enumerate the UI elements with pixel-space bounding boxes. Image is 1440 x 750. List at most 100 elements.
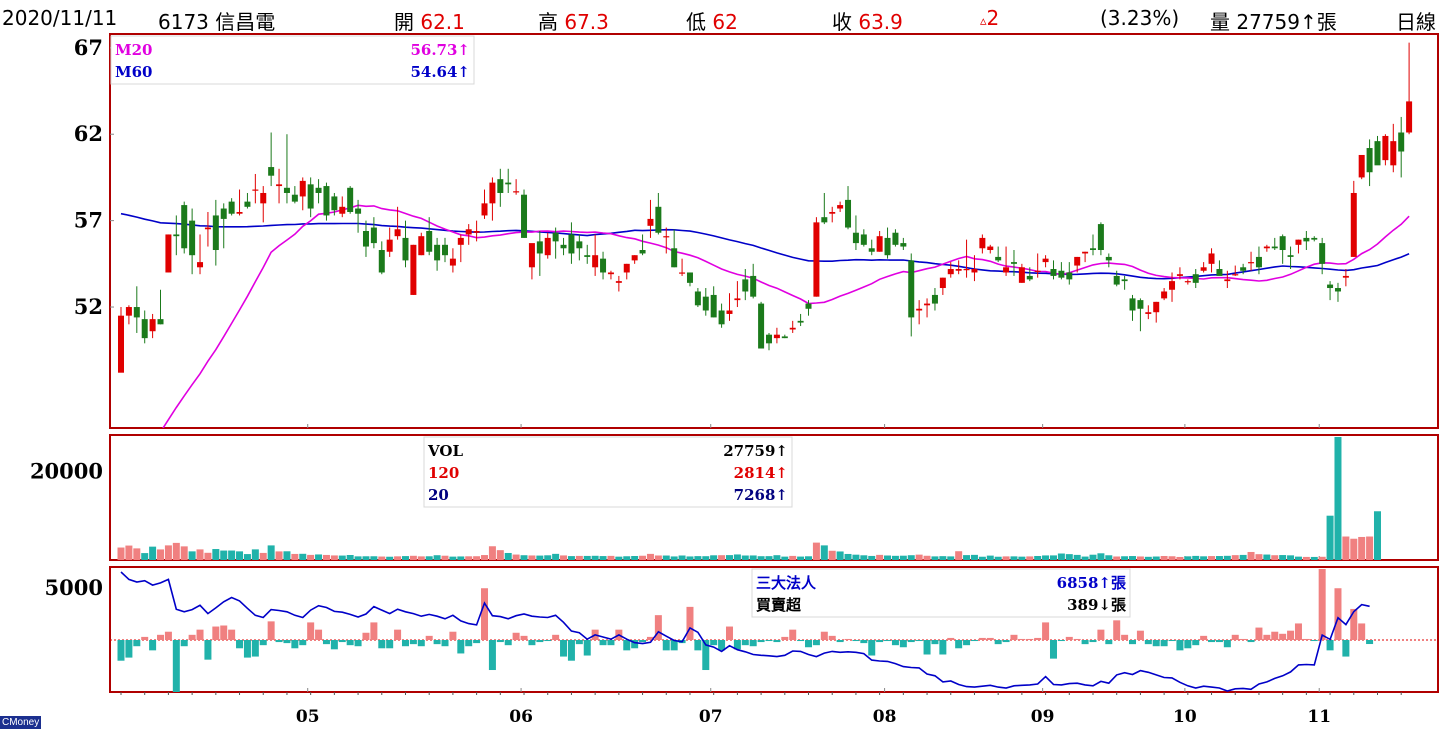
inst-bar <box>196 629 204 640</box>
volume-bar <box>812 542 820 560</box>
candle-body <box>789 327 796 330</box>
candle-body <box>1113 275 1120 285</box>
inst-bar <box>322 640 330 645</box>
volume-bar <box>1302 556 1310 560</box>
volume-bar <box>1065 554 1073 560</box>
volume-bar <box>386 556 394 560</box>
inst-bar <box>781 636 789 640</box>
volume-bar <box>481 555 489 560</box>
inst-bar <box>757 640 765 643</box>
candle-body <box>268 167 275 176</box>
inst-bar <box>836 640 844 643</box>
candle-body <box>694 291 701 306</box>
candle-body <box>1390 141 1397 166</box>
volume-bar <box>394 556 402 560</box>
candle-body <box>1003 267 1010 273</box>
volume-bar <box>425 556 433 560</box>
volume-bar <box>117 547 125 560</box>
inst-bar <box>868 640 876 656</box>
candle-body <box>1010 262 1017 264</box>
candle-body <box>1303 237 1310 242</box>
inst-bar <box>1223 640 1231 648</box>
inst-bar <box>947 637 955 640</box>
candle-body <box>1358 154 1365 178</box>
candle-body <box>1295 239 1302 245</box>
inst-bar <box>978 637 986 640</box>
candle-body <box>607 272 614 275</box>
inst-bar <box>425 635 433 640</box>
candle-body <box>1200 267 1207 271</box>
inst-bar <box>204 640 212 660</box>
candle-body <box>141 319 148 339</box>
inst-bar <box>631 640 639 649</box>
volume-bar <box>907 555 915 560</box>
candle-body <box>291 194 298 202</box>
inst-bar <box>1200 635 1208 640</box>
volume-bar <box>591 555 599 560</box>
price-legend-box <box>110 35 475 85</box>
volume-bar <box>149 546 157 560</box>
candle-body <box>758 303 765 349</box>
x-tick-label: 08 <box>873 707 897 727</box>
volume-bar <box>1263 554 1271 560</box>
inst-bar <box>307 622 315 640</box>
candles <box>118 42 1413 373</box>
inst-bar <box>599 640 607 646</box>
volume-summary: 量 27759↑張 <box>1210 10 1337 34</box>
inst-bar <box>844 638 852 640</box>
volume-bar <box>654 555 662 560</box>
candle-body <box>1184 281 1191 283</box>
x-tick-label: 11 <box>1307 707 1331 727</box>
volume-bar <box>718 555 726 560</box>
inst-bar <box>891 640 899 646</box>
candle-body <box>971 269 978 273</box>
volume-bar <box>346 555 354 560</box>
inst-bar <box>623 640 631 651</box>
volume-bar <box>891 555 899 560</box>
volume-bar <box>520 555 528 560</box>
volume-bar <box>994 556 1002 560</box>
m60-line <box>120 212 1410 280</box>
inst-bar <box>1057 640 1065 642</box>
inst-bar <box>1239 638 1247 640</box>
inst-bar <box>188 634 196 640</box>
inst-bar <box>172 640 180 692</box>
inst-bar <box>1073 638 1081 640</box>
volume-bar <box>1350 538 1358 560</box>
volume-bar <box>1113 556 1121 560</box>
candle-body <box>947 269 954 275</box>
volume-bar <box>322 554 330 560</box>
volume-bar <box>1152 556 1160 560</box>
legend-value: 27759↑ <box>723 442 788 460</box>
inst-bar <box>970 640 978 642</box>
candle-body <box>1342 275 1349 278</box>
inst-bar <box>1002 640 1010 643</box>
inst-bar <box>907 640 915 643</box>
volume-bar <box>1034 555 1042 560</box>
candle-body <box>1263 246 1270 249</box>
volume-bar <box>1192 555 1200 560</box>
legend-name: 買賣超 <box>756 596 802 614</box>
inst-bar <box>401 640 409 647</box>
candle-body <box>576 241 583 249</box>
panel-frame <box>109 566 1439 693</box>
inst-bar <box>1342 640 1350 657</box>
volume-bar <box>552 553 560 560</box>
volume-bar <box>607 555 615 560</box>
m60-line-group <box>120 212 1410 280</box>
volume-bar <box>307 554 315 560</box>
candle-body <box>931 294 938 304</box>
inst-bar <box>828 635 836 640</box>
inst-bar <box>125 640 133 658</box>
candle-body <box>536 241 543 254</box>
volume-bar <box>220 550 228 560</box>
candle-body <box>465 229 472 235</box>
inst-bar <box>528 640 536 646</box>
candle-body <box>362 231 369 247</box>
inst-bar <box>481 588 489 640</box>
volume-bar <box>512 554 520 560</box>
inst-bar <box>236 640 244 649</box>
volume-bar <box>370 556 378 560</box>
candle-body <box>552 232 559 242</box>
panel-frame <box>109 33 1439 429</box>
